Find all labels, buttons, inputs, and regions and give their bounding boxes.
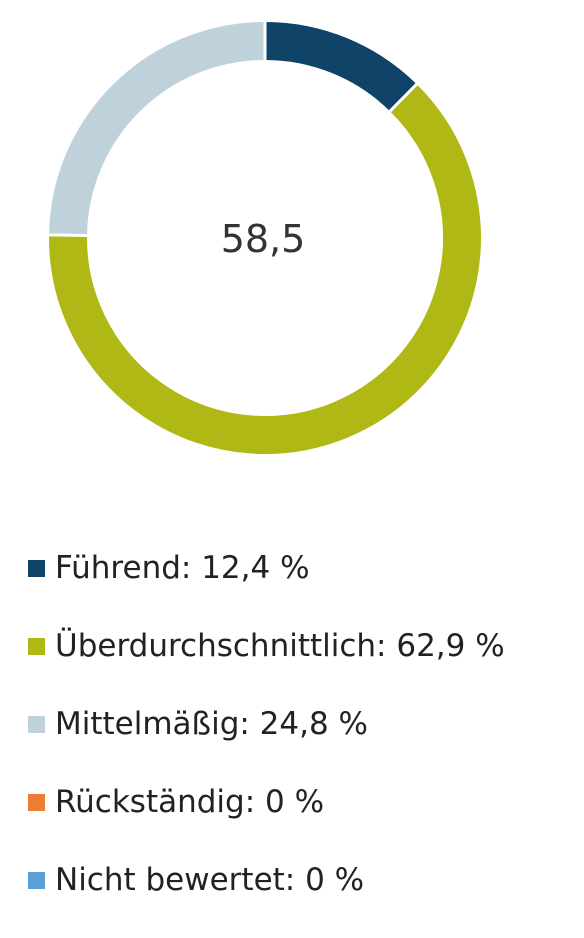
- legend-swatch: [28, 559, 45, 577]
- legend-label: Rückständig: 0 %: [55, 784, 325, 820]
- donut-slice-2: [49, 22, 266, 236]
- legend-label: Mittelmäßig: 24,8 %: [55, 706, 368, 742]
- legend-item-nicht-bewertet: Nicht bewertet: 0 %: [28, 860, 505, 900]
- donut-slices: [48, 21, 481, 454]
- legend-label: Überdurchschnittlich: 62,9 %: [55, 628, 505, 664]
- center-value: 58,5: [221, 217, 306, 261]
- legend-item-ueberdurchschnittlich: Überdurchschnittlich: 62,9 %: [28, 626, 505, 666]
- donut-slice-1: [49, 84, 481, 454]
- donut-chart: 58,5: [48, 21, 481, 454]
- legend-item-fuehrend: Führend: 12,4 %: [28, 548, 505, 588]
- legend-item-mittelmaessig: Mittelmäßig: 24,8 %: [28, 704, 505, 744]
- legend-swatch: [28, 637, 45, 655]
- slice-separator-1: [388, 82, 419, 114]
- donut-slice-0: [264, 22, 417, 112]
- legend-label: Führend: 12,4 %: [55, 550, 310, 586]
- legend-label: Nicht bewertet: 0 %: [55, 862, 365, 898]
- legend-swatch: [28, 715, 45, 733]
- legend-item-rueckstaendig: Rückständig: 0 %: [28, 782, 505, 822]
- legend-swatch: [28, 793, 45, 811]
- legend-swatch: [28, 871, 45, 889]
- slice-separator-2: [48, 233, 89, 238]
- legend: Führend: 12,4 % Überdurchschnittlich: 62…: [28, 548, 505, 938]
